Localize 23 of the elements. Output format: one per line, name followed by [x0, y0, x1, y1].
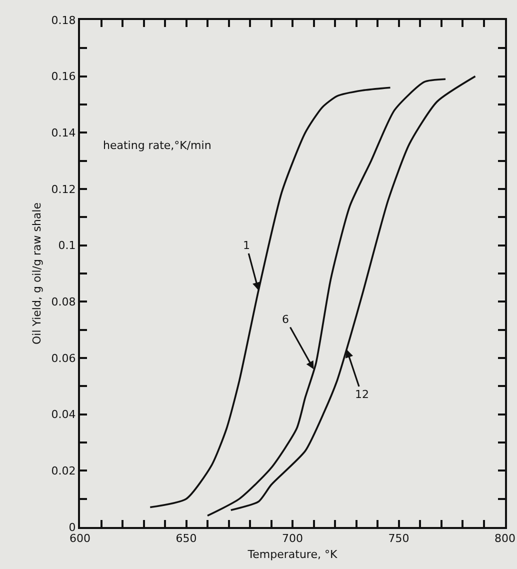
- y-tick-label: 0.14: [51, 126, 76, 140]
- x-tick-label: 700: [282, 532, 303, 546]
- y-tick-label: 0.06: [51, 352, 76, 365]
- x-tick-label: 750: [388, 532, 410, 546]
- x-tick-label: 650: [176, 532, 197, 546]
- x-tick-label: 800: [494, 532, 516, 546]
- y-axis-title: Oil Yield, g oil/g raw shale: [30, 202, 44, 344]
- x-axis-title: Temperature, °K: [246, 548, 338, 561]
- y-tick-label: 0.1: [58, 239, 76, 252]
- annotation: 6: [282, 313, 289, 326]
- y-tick-label: 0.08: [51, 296, 76, 309]
- line-series: [149, 86, 392, 508]
- y-tick-label: 0.12: [51, 182, 76, 196]
- x-tick-label: 600: [70, 532, 90, 546]
- annotation: 1: [243, 239, 250, 252]
- annotation: 12: [355, 388, 369, 401]
- annotation: heating rate,°K/min: [103, 139, 212, 152]
- y-tick-label: 0.18: [51, 14, 76, 27]
- line-series: [230, 75, 476, 511]
- y-tick-label: 0.02: [51, 464, 76, 478]
- y-tick-label: 0: [68, 520, 76, 534]
- y-tick-label: 0.04: [51, 408, 76, 422]
- y-tick-label: 0.16: [51, 70, 76, 84]
